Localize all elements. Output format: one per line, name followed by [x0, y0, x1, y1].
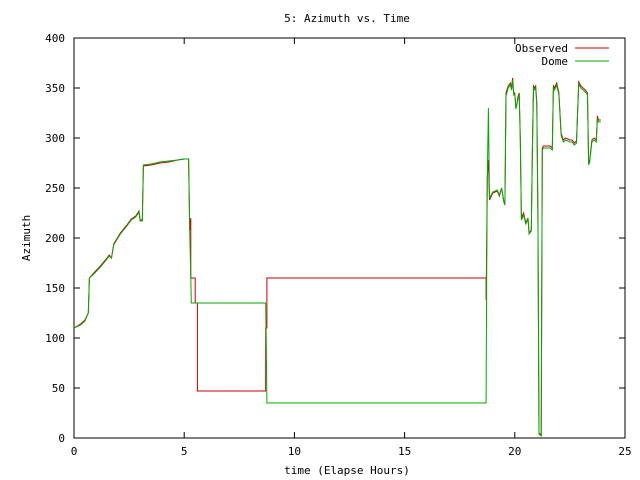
series-line-observed: [73, 77, 601, 437]
legend: Observed Dome: [515, 42, 609, 68]
x-tick-label: 25: [618, 445, 631, 458]
y-tick-label: 100: [45, 332, 65, 345]
y-tick-label: 400: [45, 32, 65, 45]
y-tick-label: 350: [45, 82, 65, 95]
x-tick-label: 15: [398, 445, 411, 458]
legend-label-observed: Observed: [515, 42, 568, 55]
y-tick-label: 150: [45, 282, 65, 295]
y-tick-label: 0: [58, 432, 65, 445]
series-line-dome: [73, 79, 601, 438]
x-tick-label: 5: [181, 445, 188, 458]
y-tick-label: 250: [45, 182, 65, 195]
legend-label-dome: Dome: [542, 55, 569, 68]
x-tick-label: 20: [508, 445, 521, 458]
series-layer: [73, 77, 601, 438]
x-axis-label: time (Elapse Hours): [284, 464, 410, 477]
y-tick-label: 200: [45, 232, 65, 245]
x-tick-label: 0: [71, 445, 78, 458]
chart-title: 5: Azimuth vs. Time: [284, 12, 410, 25]
x-tick-label: 10: [288, 445, 301, 458]
y-tick-label: 50: [52, 382, 65, 395]
y-axis-label: Azimuth: [20, 215, 33, 261]
y-tick-label: 300: [45, 132, 65, 145]
